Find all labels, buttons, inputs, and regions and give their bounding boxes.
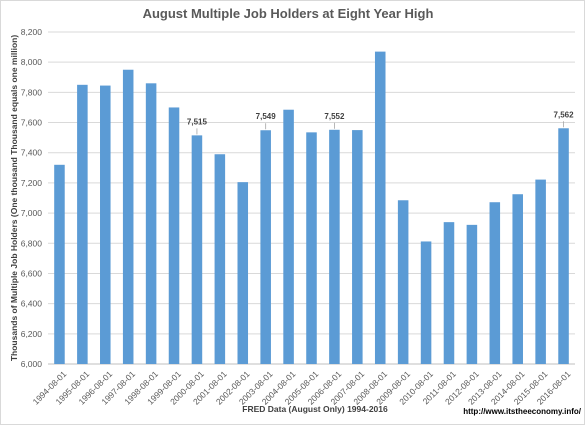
- y-tick-label: 8,200: [21, 27, 43, 37]
- bar: [214, 154, 226, 364]
- data-label: 7,515: [187, 117, 208, 126]
- gridlines: [48, 31, 575, 365]
- bar: [145, 83, 157, 365]
- x-axis-ticks: 1994-08-011995-08-011996-08-011997-08-01…: [31, 369, 573, 407]
- y-tick-label: 6,600: [21, 268, 43, 278]
- bar: [283, 109, 294, 364]
- bar: [100, 85, 111, 364]
- bar: [168, 107, 180, 365]
- bar: [122, 69, 134, 365]
- data-labels: 7,515 7,549 7,552 7,562: [187, 110, 575, 135]
- bar: [420, 241, 432, 364]
- bar: [397, 200, 409, 364]
- y-tick-label: 7,600: [21, 118, 43, 128]
- bar: [191, 135, 203, 364]
- y-tick-label: 7,800: [21, 87, 43, 97]
- bar: [237, 182, 249, 364]
- bar: [374, 51, 386, 364]
- y-tick-label: 6,400: [21, 299, 43, 309]
- bars: [54, 51, 569, 365]
- data-label: 7,562: [554, 110, 575, 119]
- y-tick-label: 7,000: [21, 208, 43, 218]
- bar: [329, 129, 340, 364]
- bar: [466, 224, 478, 364]
- y-axis-title: Thousands of Multiple Job Holders (One t…: [9, 35, 19, 361]
- x-axis-title: FRED Data (August Only) 1994-2016: [242, 404, 388, 414]
- data-label: 7,552: [324, 112, 345, 121]
- source-url: http://www.itstheeconomy.info/: [463, 407, 582, 416]
- y-tick-label: 7,400: [21, 148, 43, 158]
- data-label: 7,549: [256, 112, 277, 121]
- y-tick-label: 6,000: [21, 359, 43, 369]
- bar: [260, 130, 271, 364]
- chart-title: August Multiple Job Holders at Eight Yea…: [143, 6, 434, 21]
- y-tick-label: 6,800: [21, 238, 43, 248]
- bar: [443, 222, 455, 364]
- y-tick-label: 8,000: [21, 57, 43, 67]
- bar: [54, 164, 65, 364]
- y-tick-label: 6,200: [21, 329, 43, 339]
- y-tick-label: 7,200: [21, 178, 43, 188]
- bar: [489, 202, 501, 364]
- bar: [558, 128, 569, 364]
- bar: [306, 132, 317, 364]
- bar: [512, 194, 523, 364]
- bar: [352, 130, 363, 364]
- bar: [535, 179, 546, 364]
- bar: [77, 84, 88, 365]
- y-axis-ticks: 6,000 6,200 6,400 6,600 6,800 7,000 7,200 7,400…: [21, 27, 43, 369]
